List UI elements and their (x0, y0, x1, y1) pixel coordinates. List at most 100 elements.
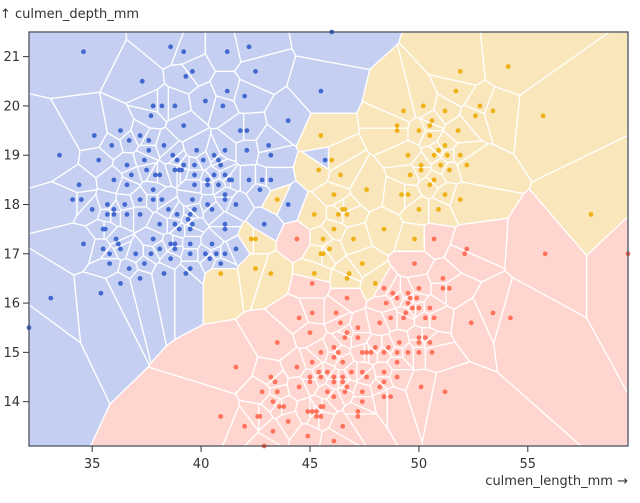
data-point (211, 152, 217, 158)
data-point (440, 285, 446, 291)
data-point (401, 315, 406, 321)
data-point (111, 207, 117, 212)
data-point (137, 197, 143, 203)
data-point (377, 384, 383, 390)
data-point (246, 177, 252, 183)
data-point (429, 118, 435, 124)
data-point (423, 335, 428, 340)
data-point (172, 167, 178, 173)
data-point (194, 147, 200, 153)
data-point (111, 212, 117, 217)
y-tick-label: 18 (3, 198, 20, 213)
data-point (222, 147, 228, 153)
data-point (442, 108, 448, 114)
data-point (429, 350, 435, 355)
data-point (436, 207, 441, 212)
data-point (414, 295, 420, 301)
data-point (168, 241, 174, 247)
data-point (118, 246, 123, 252)
data-point (268, 374, 274, 380)
data-point (233, 202, 239, 207)
data-point (285, 118, 291, 124)
data-point (166, 207, 171, 212)
data-point (477, 103, 483, 109)
data-point (107, 251, 112, 257)
data-point (447, 167, 452, 173)
data-point (139, 78, 145, 84)
data-point (344, 295, 350, 301)
data-point (416, 128, 422, 134)
data-point (124, 182, 130, 188)
data-point (416, 305, 422, 311)
data-point (342, 389, 348, 395)
data-point (146, 147, 152, 153)
data-point (344, 330, 350, 335)
data-point (327, 246, 332, 252)
data-point (268, 271, 274, 276)
data-point (203, 251, 208, 257)
data-point (233, 246, 239, 252)
data-point (113, 236, 119, 242)
data-point (455, 128, 461, 134)
data-point (91, 133, 97, 138)
data-point (381, 285, 387, 291)
data-point (447, 285, 452, 291)
data-point (412, 261, 417, 266)
data-point (420, 103, 426, 109)
data-point (372, 345, 378, 350)
data-point (137, 276, 143, 281)
data-point (311, 271, 317, 276)
data-point (355, 325, 361, 331)
data-point (157, 172, 163, 178)
data-point (222, 197, 228, 203)
data-point (270, 399, 276, 404)
data-point (218, 271, 224, 276)
data-point (96, 157, 102, 163)
data-point (307, 330, 313, 335)
data-point (331, 394, 337, 400)
data-point (294, 364, 300, 370)
data-point (364, 187, 369, 193)
data-point (142, 261, 147, 266)
data-point (296, 384, 302, 390)
data-point (368, 350, 374, 355)
data-point (126, 138, 132, 143)
data-point (342, 335, 348, 340)
data-point (242, 93, 248, 99)
data-point (338, 172, 343, 178)
data-point (107, 261, 112, 266)
data-point (244, 147, 250, 153)
data-point (253, 266, 258, 271)
y-axis-label: ↑ culmen_depth_mm (0, 7, 139, 22)
data-point (48, 295, 54, 301)
data-point (588, 212, 594, 217)
data-point (150, 187, 156, 193)
data-point (355, 409, 361, 414)
data-point (344, 384, 350, 390)
data-point (410, 305, 415, 311)
y-tick-label: 14 (3, 395, 20, 410)
data-point (325, 389, 330, 395)
data-point (285, 202, 291, 207)
data-point (176, 226, 182, 232)
data-point (150, 236, 156, 242)
data-point (253, 69, 258, 74)
data-point (396, 340, 402, 345)
data-point (314, 409, 319, 414)
data-point (115, 241, 121, 247)
data-point (331, 374, 337, 380)
data-point (157, 246, 163, 252)
data-point (81, 241, 86, 247)
data-point (213, 251, 219, 257)
data-point (349, 369, 354, 375)
data-point (318, 374, 324, 380)
data-point (170, 152, 176, 158)
data-point (314, 414, 319, 419)
data-point (453, 88, 459, 94)
data-point (124, 162, 130, 168)
data-point (205, 177, 211, 183)
data-point (192, 182, 197, 188)
data-point (416, 285, 422, 291)
data-point (209, 207, 215, 212)
data-point (309, 310, 315, 316)
